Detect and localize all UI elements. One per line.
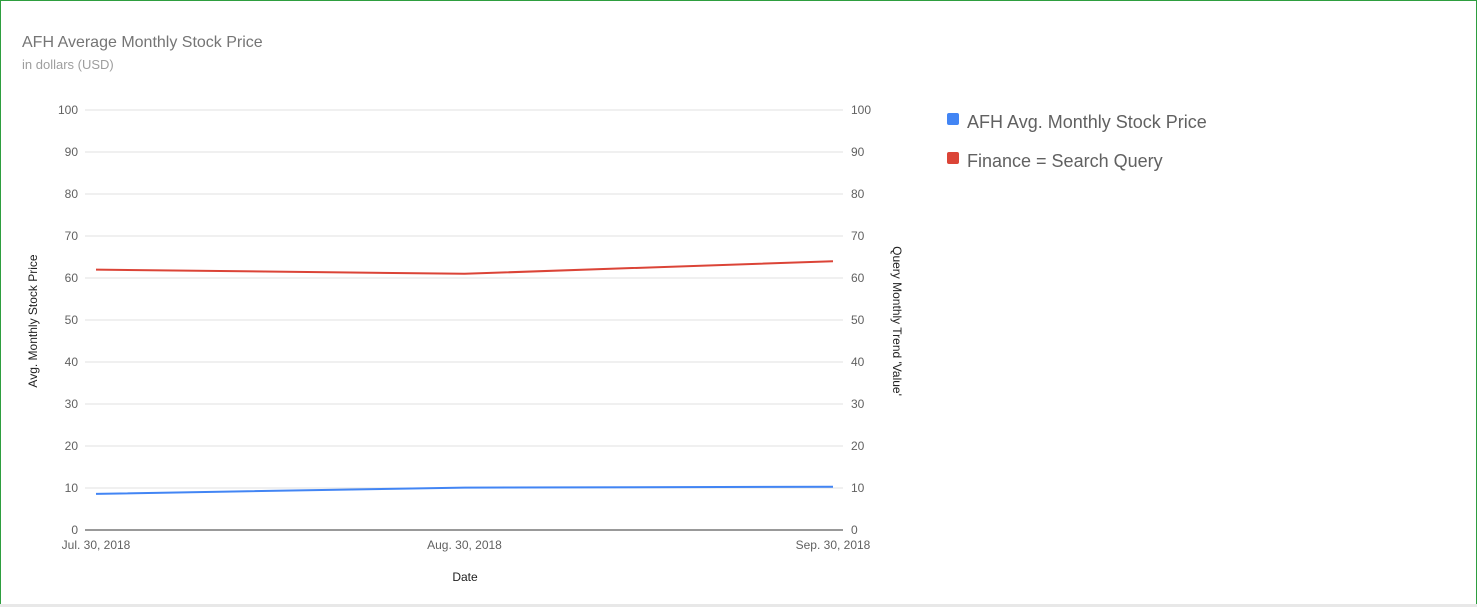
right-tick-label: 10 <box>851 481 865 495</box>
chart-subtitle: in dollars (USD) <box>22 57 114 72</box>
left-tick-label: 80 <box>65 187 79 201</box>
right-tick-label: 50 <box>851 313 865 327</box>
left-tick-label: 60 <box>65 271 79 285</box>
right-tick-label: 30 <box>851 397 865 411</box>
right-tick-label: 70 <box>851 229 865 243</box>
left-tick-label: 100 <box>58 103 78 117</box>
legend-item-search-query[interactable]: Finance = Search Query <box>947 148 1207 174</box>
legend-swatch-red <box>947 152 959 164</box>
x-tick-label: Aug. 30, 2018 <box>427 538 502 552</box>
left-tick-label: 20 <box>65 439 79 453</box>
left-axis-title: Avg. Monthly Stock Price <box>26 254 40 387</box>
right-tick-label: 80 <box>851 187 865 201</box>
series-line-1 <box>95 260 834 275</box>
legend-item-stock-price[interactable]: AFH Avg. Monthly Stock Price <box>947 109 1207 135</box>
gridlines <box>85 109 843 531</box>
right-tick-label: 0 <box>851 523 858 537</box>
x-axis-ticks: Jul. 30, 2018 Aug. 30, 2018 Sep. 30, 2018 <box>62 538 871 552</box>
left-tick-label: 30 <box>65 397 79 411</box>
legend-swatch-blue <box>947 113 959 125</box>
left-tick-label: 0 <box>71 523 78 537</box>
legend-label: Finance = Search Query <box>967 150 1163 171</box>
x-tick-label: Jul. 30, 2018 <box>62 538 131 552</box>
left-tick-label: 50 <box>65 313 79 327</box>
right-tick-label: 20 <box>851 439 865 453</box>
series-lines <box>95 260 834 495</box>
x-axis-title: Date <box>452 570 478 584</box>
left-axis-ticks: 0 10 20 30 40 50 60 70 80 90 100 <box>58 103 78 537</box>
chart-title: AFH Average Monthly Stock Price <box>22 34 263 51</box>
legend: AFH Avg. Monthly Stock Price Finance = S… <box>947 109 1207 187</box>
right-tick-label: 90 <box>851 145 865 159</box>
right-tick-label: 60 <box>851 271 865 285</box>
legend-label: AFH Avg. Monthly Stock Price <box>967 111 1207 132</box>
left-tick-label: 10 <box>65 481 79 495</box>
right-axis-title: Query Monthly Trend 'Value' <box>890 246 904 396</box>
series-line-0 <box>95 485 834 495</box>
left-tick-label: 40 <box>65 355 79 369</box>
right-axis-ticks: 0 10 20 30 40 50 60 70 80 90 100 <box>851 103 871 537</box>
bottom-strip <box>0 604 1477 607</box>
left-tick-label: 90 <box>65 145 79 159</box>
right-tick-label: 40 <box>851 355 865 369</box>
x-tick-label: Sep. 30, 2018 <box>796 538 871 552</box>
right-tick-label: 100 <box>851 103 871 117</box>
left-tick-label: 70 <box>65 229 79 243</box>
